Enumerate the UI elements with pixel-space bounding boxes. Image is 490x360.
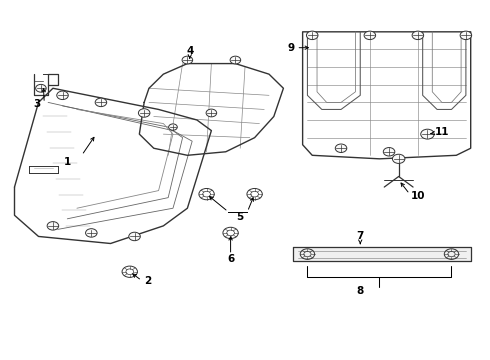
Text: 8: 8 xyxy=(357,286,364,296)
Text: 10: 10 xyxy=(411,191,425,201)
Circle shape xyxy=(421,129,434,139)
Circle shape xyxy=(129,232,140,241)
Text: 9: 9 xyxy=(287,43,294,53)
Circle shape xyxy=(412,31,424,40)
Text: 1: 1 xyxy=(64,157,71,167)
Circle shape xyxy=(86,229,97,237)
Circle shape xyxy=(306,31,318,40)
Circle shape xyxy=(169,124,177,130)
Text: 6: 6 xyxy=(227,255,234,264)
Text: 3: 3 xyxy=(34,99,41,109)
Circle shape xyxy=(182,56,193,64)
Circle shape xyxy=(95,98,107,107)
Text: 2: 2 xyxy=(144,275,151,285)
Circle shape xyxy=(460,31,472,40)
Text: 7: 7 xyxy=(357,231,364,242)
Circle shape xyxy=(138,109,150,117)
Circle shape xyxy=(383,148,395,156)
Text: 4: 4 xyxy=(186,46,194,56)
Circle shape xyxy=(392,154,405,163)
Polygon shape xyxy=(293,247,471,261)
Text: 5: 5 xyxy=(237,212,244,222)
Circle shape xyxy=(335,144,347,153)
Circle shape xyxy=(36,84,46,92)
Circle shape xyxy=(206,109,217,117)
Circle shape xyxy=(364,31,376,40)
Text: 11: 11 xyxy=(435,127,449,138)
Circle shape xyxy=(47,222,59,230)
Circle shape xyxy=(57,91,68,100)
Polygon shape xyxy=(15,88,211,243)
Polygon shape xyxy=(303,32,471,159)
Polygon shape xyxy=(139,64,283,155)
Circle shape xyxy=(230,56,241,64)
